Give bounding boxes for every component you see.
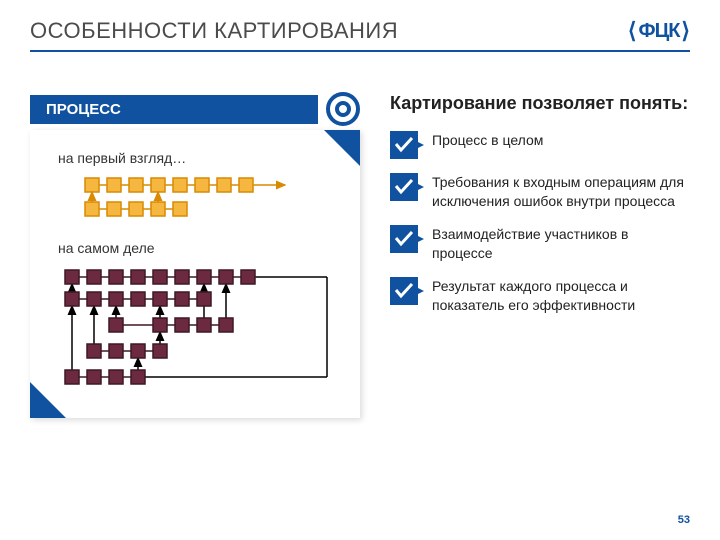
page-number: 53 — [678, 514, 690, 526]
slide-title: ОСОБЕННОСТИ КАРТИРОВАНИЯ — [30, 18, 398, 44]
complex-flowchart — [45, 262, 345, 402]
content-area: ПРОЦЕСС на первый взгляд… на самом деле … — [0, 52, 720, 418]
benefit-text: Результат каждого процесса и показатель … — [432, 277, 690, 315]
benefit-item: Взаимодействие участников в процессе — [390, 225, 690, 263]
diagram-card: на первый взгляд… на самом деле — [30, 130, 360, 418]
simple-flowchart — [65, 172, 325, 228]
process-header: ПРОЦЕСС — [30, 92, 360, 126]
corner-decoration-bl — [30, 382, 66, 418]
benefit-text: Взаимодействие участников в процессе — [432, 225, 690, 263]
benefit-item: Процесс в целом — [390, 131, 690, 159]
check-icon — [390, 131, 418, 159]
brand-logo: ⟨ ФЦК ⟩ — [628, 18, 690, 44]
logo-bracket-right: ⟩ — [681, 18, 690, 44]
benefit-item: Результат каждого процесса и показатель … — [390, 277, 690, 315]
target-icon — [326, 92, 360, 126]
benefits-panel: Картирование позволяет понять: Процесс в… — [390, 92, 690, 418]
check-icon — [390, 173, 418, 201]
check-icon — [390, 225, 418, 253]
benefit-text: Процесс в целом — [432, 131, 543, 150]
benefits-title: Картирование позволяет понять: — [390, 92, 690, 115]
slide-header: ОСОБЕННОСТИ КАРТИРОВАНИЯ ⟨ ФЦК ⟩ — [0, 0, 720, 50]
benefit-item: Требования к входным операциям для исклю… — [390, 173, 690, 211]
logo-text: ФЦК — [639, 20, 680, 43]
reality-label: на самом деле — [58, 240, 348, 256]
corner-decoration-tr — [324, 130, 360, 166]
process-badge: ПРОЦЕСС — [30, 95, 318, 124]
first-glance-label: на первый взгляд… — [58, 150, 348, 166]
process-panel: ПРОЦЕСС на первый взгляд… на самом деле — [30, 92, 360, 418]
check-icon — [390, 277, 418, 305]
logo-bracket-left: ⟨ — [628, 18, 637, 44]
benefit-text: Требования к входным операциям для исклю… — [432, 173, 690, 211]
benefits-list: Процесс в целом Требования к входным опер… — [390, 131, 690, 314]
